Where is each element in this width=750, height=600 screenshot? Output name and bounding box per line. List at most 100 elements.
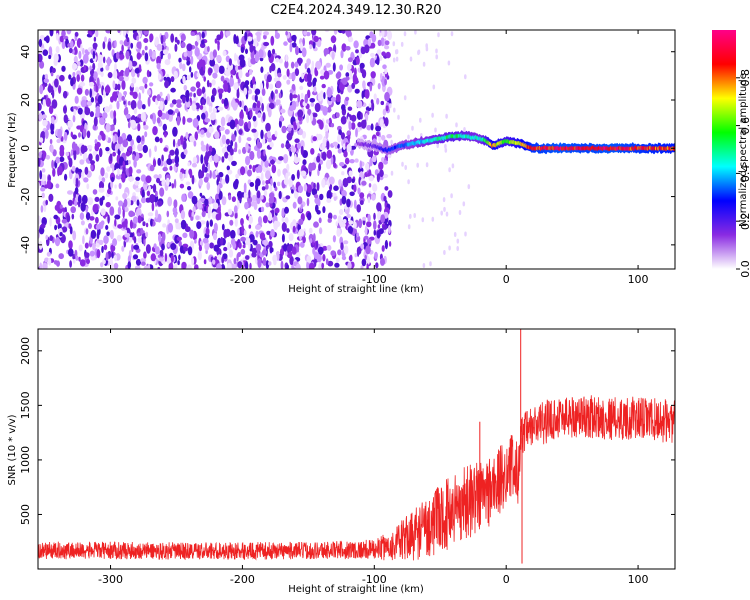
noise-speckle: [244, 165, 248, 174]
snr-x-tick-label: -200: [230, 573, 255, 586]
noise-speckle: [340, 115, 347, 125]
noise-speckle: [248, 234, 255, 243]
noise-speckle: [212, 259, 216, 265]
snr-line: [38, 395, 675, 561]
noise-speckle: [326, 149, 333, 159]
noise-speckle: [279, 115, 284, 122]
noise-speckle: [115, 173, 122, 180]
noise-speckle: [347, 134, 351, 140]
noise-speckle: [126, 37, 130, 43]
noise-speckle: [266, 80, 269, 90]
noise-speckle: [164, 132, 167, 138]
noise-speckle: [39, 84, 44, 95]
noise-speckle: [106, 166, 111, 172]
noise-speckle: [205, 227, 210, 236]
noise-speckle: [370, 123, 374, 131]
noise-speckle: [228, 194, 232, 201]
noise-speckle: [112, 91, 118, 101]
noise-speckle: [57, 223, 62, 230]
noise-speckle: [140, 174, 147, 182]
noise-speckle: [225, 138, 230, 145]
noise-speckle: [300, 92, 304, 99]
noise-speckle: [374, 251, 378, 259]
noise-speckle: [70, 149, 74, 156]
noise-speckle: [41, 174, 47, 182]
noise-speckle: [307, 72, 312, 83]
noise-speckle: [265, 170, 271, 180]
noise-speckle: [281, 222, 287, 232]
noise-speckle: [132, 216, 139, 224]
noise-speckle: [225, 174, 230, 184]
noise-speckle: [276, 99, 281, 105]
noise-speckle: [182, 75, 186, 84]
noise-speckle: [63, 114, 68, 124]
noise-speckle: [223, 82, 229, 93]
noise-speckle: [342, 177, 349, 188]
noise-speckle: [164, 80, 170, 89]
noise-speckle: [80, 74, 85, 82]
noise-speckle: [235, 64, 239, 72]
noise-speckle: [80, 144, 86, 154]
noise-speckle: [371, 101, 375, 112]
noise-speckle: [183, 84, 188, 91]
noise-speckle: [241, 100, 245, 109]
noise-speckle: [377, 39, 382, 47]
noise-speckle: [68, 248, 74, 257]
noise-speckle: [68, 74, 72, 80]
noise-speckle: [104, 106, 111, 113]
noise-speckle: [203, 176, 209, 183]
noise-speckle: [136, 52, 141, 60]
noise-speckle: [456, 246, 460, 251]
noise-speckle: [442, 197, 446, 203]
noise-speckle: [206, 96, 211, 105]
noise-speckle: [173, 70, 178, 80]
noise-speckle: [96, 249, 101, 259]
noise-speckle: [395, 56, 399, 62]
noise-speckle: [76, 74, 80, 82]
noise-speckle: [180, 219, 187, 230]
noise-speckle: [325, 62, 331, 68]
noise-speckle: [364, 89, 370, 99]
noise-speckle: [240, 166, 246, 176]
noise-speckle: [227, 169, 233, 175]
noise-speckle: [343, 245, 349, 255]
spectrogram-x-label: Height of straight line (km): [288, 284, 424, 295]
noise-speckle: [161, 154, 164, 163]
noise-speckle: [148, 148, 152, 158]
noise-speckle: [238, 242, 242, 249]
noise-speckle: [285, 195, 291, 200]
noise-speckle: [200, 154, 204, 165]
noise-speckle: [445, 211, 449, 217]
noise-speckle: [209, 219, 213, 227]
noise-speckle: [387, 30, 393, 41]
noise-speckle: [335, 94, 341, 103]
noise-speckle: [177, 138, 181, 147]
noise-speckle: [286, 68, 290, 78]
noise-speckle: [451, 163, 455, 169]
noise-speckle: [192, 117, 199, 128]
noise-speckle: [72, 258, 76, 264]
noise-speckle: [378, 228, 384, 235]
noise-speckle: [140, 112, 146, 123]
noise-speckle: [133, 244, 140, 250]
noise-speckle: [193, 92, 196, 98]
noise-speckle: [276, 251, 280, 262]
noise-speckle: [302, 236, 306, 244]
noise-speckle: [149, 114, 154, 120]
noise-speckle: [236, 124, 239, 132]
noise-speckle: [184, 226, 191, 233]
noise-speckle: [301, 47, 307, 58]
noise-speckle: [288, 105, 295, 112]
noise-speckle: [285, 143, 291, 149]
noise-speckle: [341, 43, 347, 52]
noise-speckle: [85, 228, 89, 235]
noise-speckle: [125, 151, 131, 157]
noise-speckle: [226, 165, 230, 171]
noise-speckle: [69, 260, 72, 268]
noise-speckle: [117, 224, 123, 229]
noise-speckle: [369, 158, 373, 167]
noise-speckle: [235, 173, 240, 179]
noise-speckle: [130, 100, 137, 110]
noise-speckle: [407, 134, 410, 140]
noise-speckle: [137, 123, 141, 132]
